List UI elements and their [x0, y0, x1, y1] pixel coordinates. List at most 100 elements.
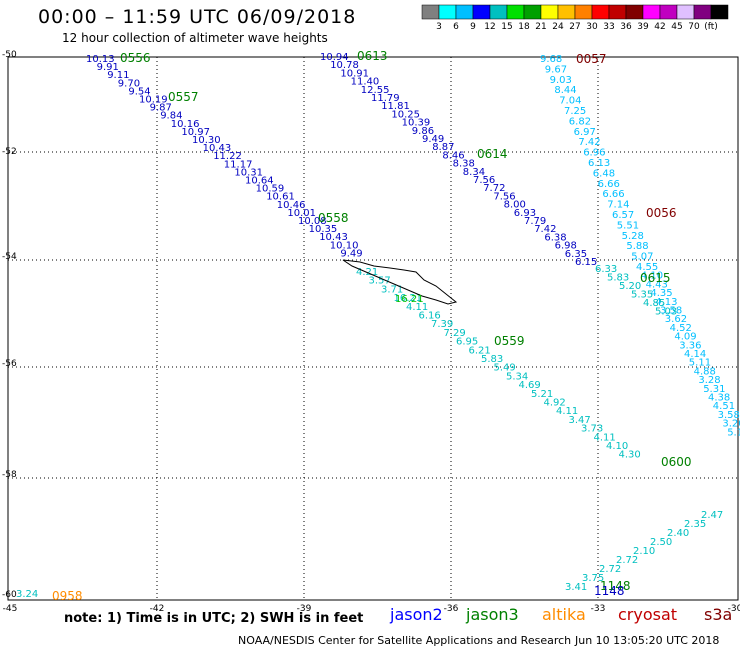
lat-label: -60	[2, 590, 17, 600]
swh-value-jason2: 9.49	[340, 248, 362, 259]
swh-value-jason2: 6.66	[598, 179, 620, 190]
swh-value-jason2: 4.14	[684, 349, 706, 360]
swh-value-jason3: 6.21	[469, 345, 491, 356]
swh-value-jason3: 5.35	[631, 290, 653, 301]
swh-value-jason2: 9.91	[97, 62, 119, 73]
colorbar-label: 12	[484, 22, 496, 32]
swh-value-jason2: 7.14	[607, 200, 629, 211]
swh-value-jason2: 11.79	[371, 93, 400, 104]
swh-value-jason2: 10.61	[266, 192, 295, 203]
pass-id: 0958	[52, 589, 83, 603]
map-title: 00:00 – 11:59 UTC 06/09/2018	[38, 6, 357, 28]
swh-value-jason2: 9.11	[107, 70, 129, 81]
swh-value-jason3: 7.29	[444, 328, 466, 339]
swh-value-jason2: 6.57	[612, 210, 634, 221]
swh-value-jason2: 4.09	[674, 332, 696, 343]
swh-value-jason2: 4.38	[708, 393, 730, 404]
swh-value-jason3: 4.85	[643, 298, 665, 309]
legend-jason3: jason3	[466, 605, 519, 624]
colorbar-swatch	[455, 4, 474, 20]
swh-value-jason2: 3.28	[698, 375, 720, 386]
swh-value-jason2: 9.70	[118, 78, 140, 89]
swh-value-jason3: 5.21	[531, 389, 553, 400]
swh-value-jason2: 7.56	[473, 175, 495, 186]
colorbar-label: 9	[470, 22, 476, 32]
swh-value-jason2: 7.04	[559, 96, 581, 107]
swh-value-jason2: 7.25	[564, 106, 586, 117]
swh-value-jason2: 4.51	[713, 401, 735, 412]
swh-value-jason2: 10.25	[391, 109, 420, 120]
swh-value-jason2: 7.72	[483, 183, 505, 194]
swh-value-jason2: 3.58	[660, 306, 682, 317]
plot-frame	[7, 56, 739, 601]
swh-value-jason2: 6.97	[574, 127, 596, 138]
swh-value-jason3: 5.20	[619, 281, 641, 292]
swh-value-jason3: 2.10	[633, 546, 655, 557]
swh-value-jason3: 5.83	[607, 273, 629, 284]
swh-value-jason2: 7.56	[493, 191, 515, 202]
lat-label: -56	[2, 359, 17, 369]
colorbar-swatch	[438, 4, 457, 20]
pass-id: 0556	[120, 51, 151, 65]
swh-value-jason3: 4.92	[544, 398, 566, 409]
colorbar-swatch	[574, 4, 593, 20]
swh-value-jason2: 10.39	[402, 118, 431, 129]
swh-value-jason2: 12.55	[361, 85, 390, 96]
swh-value-jason2: 11.81	[381, 101, 410, 112]
swh-value-jason2: 10.16	[171, 119, 200, 130]
swh-value-jason2: 7.79	[524, 216, 546, 227]
swh-value-jason2: 5.88	[626, 241, 648, 252]
pass-id: 0557	[168, 90, 199, 104]
colorbar-swatch	[642, 4, 661, 20]
swh-value-jason2: 6.66	[602, 189, 624, 200]
lon-label: -30	[728, 604, 740, 614]
swh-value-jason2: 10.01	[287, 208, 316, 219]
colorbar-swatch	[676, 4, 695, 20]
swh-value-jason2: 10.30	[192, 135, 221, 146]
swh-value-jason3: 5.83	[481, 354, 503, 365]
swh-value-jason2: 9.86	[412, 126, 434, 137]
swh-value-jason2: 8.38	[453, 159, 475, 170]
swh-value-jason2: 10.10	[330, 240, 359, 251]
colorbar-swatch	[472, 4, 491, 20]
swh-value-jason2: 10.08	[298, 216, 327, 227]
swh-value-jason2: 4.52	[670, 323, 692, 334]
swh-value-jason2: 9.87	[150, 103, 172, 114]
swh-value-jason3: 6.16	[419, 311, 441, 322]
swh-value-jason2: 7.42	[578, 137, 600, 148]
swh-value-jason2: 4.43	[646, 279, 668, 290]
swh-value-jason3: 2.47	[701, 510, 723, 521]
swh-value-jason2: 4.55	[636, 262, 658, 273]
swh-value-jason2: 6.35	[565, 249, 587, 260]
swh-value-jason3: 4.11	[406, 302, 428, 313]
swh-value-jason3: 6.95	[456, 337, 478, 348]
colorbar-label: 39	[637, 22, 649, 32]
swh-value-jason2: 8.87	[432, 142, 454, 153]
colorbar-swatch	[608, 4, 627, 20]
swh-value-jason2: 3.62	[665, 314, 687, 325]
swh-value-jason3: 4.30	[619, 450, 641, 461]
swh-value-jason2: 6.82	[569, 116, 591, 127]
colorbar-swatch	[591, 4, 610, 20]
lon-label: -36	[444, 604, 459, 614]
swh-value-jason2: 10.46	[277, 200, 306, 211]
colorbar-swatch	[659, 4, 678, 20]
swh-value-jason3: 4.11	[594, 432, 616, 443]
swh-value-jason2: 9.49	[422, 134, 444, 145]
swh-value-jason2: 5.1	[727, 427, 740, 438]
swh-value-jason2: 5.31	[703, 384, 725, 395]
swh-value-jason2: 10.19	[139, 95, 168, 106]
swh-value-jason3: 6.33	[595, 264, 617, 275]
swh-value-jason3: 16.21	[394, 293, 423, 304]
colorbar-label: 42	[654, 22, 666, 32]
swh-value-jason2: 4.35	[650, 288, 672, 299]
colorbar-label: 6	[453, 22, 459, 32]
swh-value-jason2: 8.46	[442, 150, 464, 161]
swh-value-jason2: 6.13	[588, 158, 610, 169]
colorbar-label: 30	[586, 22, 598, 32]
swh-value-jason2: 3.58	[718, 410, 740, 421]
colorbar-label: 70	[688, 22, 700, 32]
colorbar-label: 24	[552, 22, 564, 32]
colorbar-swatch	[693, 4, 712, 20]
